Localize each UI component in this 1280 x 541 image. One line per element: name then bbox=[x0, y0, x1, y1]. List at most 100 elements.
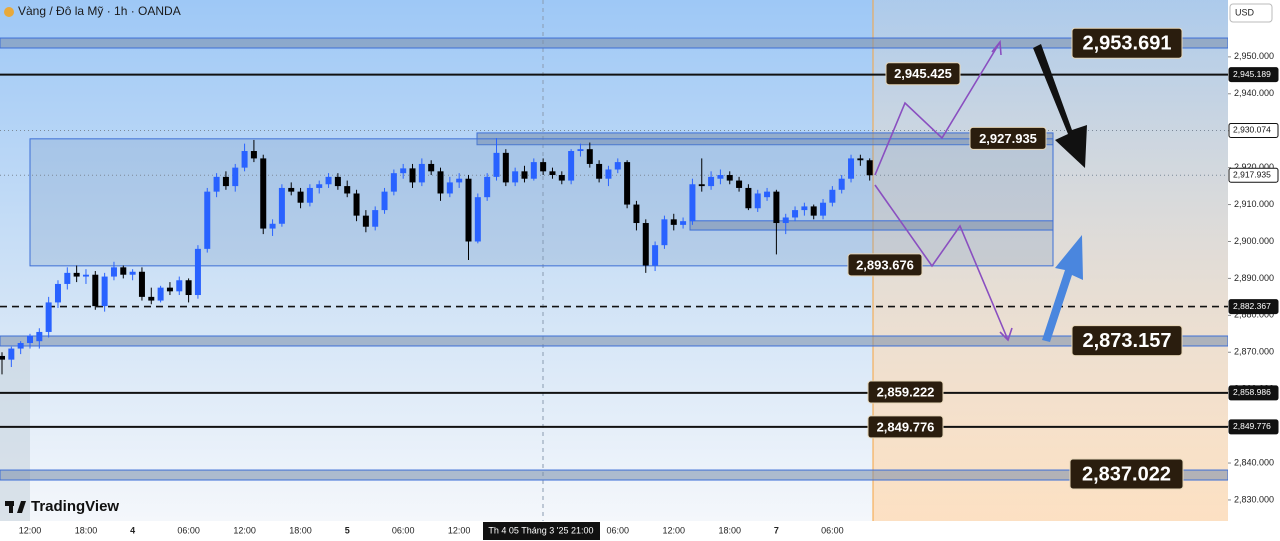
candle-body bbox=[502, 152, 509, 183]
candle-body bbox=[344, 186, 351, 194]
candle-body bbox=[530, 162, 537, 179]
candle-body bbox=[54, 283, 61, 303]
candle-body bbox=[810, 206, 817, 216]
candle-body bbox=[110, 267, 117, 277]
candle-body bbox=[558, 175, 565, 181]
y-tick-label: 2,840.000 bbox=[1234, 457, 1274, 467]
y-tick-label: 2,830.000 bbox=[1234, 494, 1274, 504]
candle-body bbox=[260, 158, 267, 229]
crosshair-label: Th 4 05 Tháng 3 '25 21:00 bbox=[488, 525, 593, 535]
candle-body bbox=[857, 158, 864, 161]
candle-body bbox=[689, 184, 696, 222]
price-tag bbox=[1228, 299, 1279, 315]
price-tag-label: 2,930.074 bbox=[1233, 125, 1271, 135]
candle-body bbox=[36, 331, 43, 342]
candle-body bbox=[166, 287, 173, 292]
price-axis bbox=[1228, 0, 1280, 541]
brand: TradingView bbox=[5, 498, 119, 515]
candle-body bbox=[605, 169, 612, 179]
bull-path bbox=[874, 41, 1001, 176]
price-tag-label: 2,882.367 bbox=[1233, 301, 1271, 311]
candle-body bbox=[624, 162, 631, 205]
bear-path bbox=[874, 184, 1009, 341]
candle-body bbox=[17, 343, 24, 349]
price-tag-label: 2,945.189 bbox=[1233, 69, 1271, 79]
callout: 2,873.157 bbox=[1071, 325, 1183, 357]
candle-body bbox=[306, 187, 313, 203]
candle-body bbox=[474, 197, 481, 242]
candle-body bbox=[801, 206, 808, 211]
candle-body bbox=[652, 245, 659, 266]
brand-name: TradingView bbox=[31, 498, 119, 515]
x-tick-label: 12:00 bbox=[662, 525, 685, 535]
candle-body bbox=[353, 193, 360, 216]
callout: 2,893.676 bbox=[847, 253, 923, 277]
candle-body bbox=[250, 151, 257, 159]
candle-body bbox=[278, 187, 285, 224]
x-tick-label: 5 bbox=[345, 525, 350, 535]
zone bbox=[0, 469, 1229, 481]
candle-body bbox=[0, 355, 5, 360]
candle-body bbox=[792, 210, 799, 218]
price-tag bbox=[1228, 167, 1279, 183]
candle-body bbox=[372, 210, 379, 227]
chart-title[interactable]: Vàng / Đô la Mỹ · 1h · OANDA bbox=[18, 4, 181, 18]
y-tick-label: 2,910.000 bbox=[1234, 199, 1274, 209]
candle-body bbox=[596, 163, 603, 179]
callout: 2,945.425 bbox=[885, 62, 961, 86]
candle-body bbox=[484, 176, 491, 198]
y-tick-label: 2,870.000 bbox=[1234, 347, 1274, 357]
price-tag bbox=[1228, 419, 1279, 435]
price-tag-label: 2,858.986 bbox=[1233, 387, 1271, 397]
candle-body bbox=[26, 335, 33, 344]
candle-body bbox=[194, 248, 201, 296]
candle-body bbox=[726, 175, 733, 181]
candle-body bbox=[120, 267, 127, 275]
price-tag bbox=[1228, 122, 1279, 138]
candle-body bbox=[521, 171, 528, 179]
candle-body bbox=[661, 219, 668, 246]
candle-body bbox=[185, 280, 192, 296]
x-tick-label: 7 bbox=[774, 525, 779, 535]
candle-body bbox=[82, 274, 89, 277]
candle-body bbox=[745, 187, 752, 209]
bear-path-head bbox=[999, 327, 1013, 342]
callout-box bbox=[1071, 27, 1183, 59]
callout-box bbox=[1069, 458, 1184, 490]
y-tick-label: 2,940.000 bbox=[1234, 88, 1274, 98]
x-tick-label: 06:00 bbox=[392, 525, 415, 535]
callout-box bbox=[847, 253, 923, 277]
projection bbox=[874, 39, 1013, 342]
candle-body bbox=[838, 178, 845, 190]
callout-box bbox=[867, 380, 944, 404]
x-tick-label: 18:00 bbox=[289, 525, 312, 535]
candle-body bbox=[92, 274, 99, 307]
candle-body bbox=[512, 171, 519, 183]
callout-box bbox=[867, 415, 944, 439]
x-tick-label: 06:00 bbox=[821, 525, 844, 535]
callout: 2,953.691 bbox=[1071, 27, 1183, 59]
brand-icon bbox=[9, 501, 13, 513]
callout-label: 2,927.935 bbox=[979, 131, 1037, 146]
candle-body bbox=[138, 271, 145, 297]
candle-body bbox=[288, 187, 295, 192]
bull-path-head bbox=[991, 39, 1002, 56]
y-tick-label: 2,880.000 bbox=[1234, 310, 1274, 320]
x-tick-label: 12:00 bbox=[233, 525, 256, 535]
up-arrow bbox=[1042, 235, 1083, 342]
price-tag-label: 2,917.935 bbox=[1233, 170, 1271, 180]
candle-body bbox=[325, 176, 332, 185]
currency: USD bbox=[1235, 7, 1255, 17]
candle-body bbox=[736, 180, 743, 188]
currency-box[interactable] bbox=[1229, 3, 1273, 23]
x-tick-label: 12:00 bbox=[448, 525, 471, 535]
callout-box bbox=[969, 126, 1047, 150]
candle-body bbox=[400, 168, 407, 174]
candle-body bbox=[614, 162, 621, 170]
candle-body bbox=[148, 296, 155, 301]
candle-body bbox=[577, 149, 584, 152]
candle-body bbox=[73, 272, 80, 277]
candle-body bbox=[698, 184, 705, 187]
candle-body bbox=[568, 151, 575, 181]
candle-body bbox=[204, 191, 211, 249]
